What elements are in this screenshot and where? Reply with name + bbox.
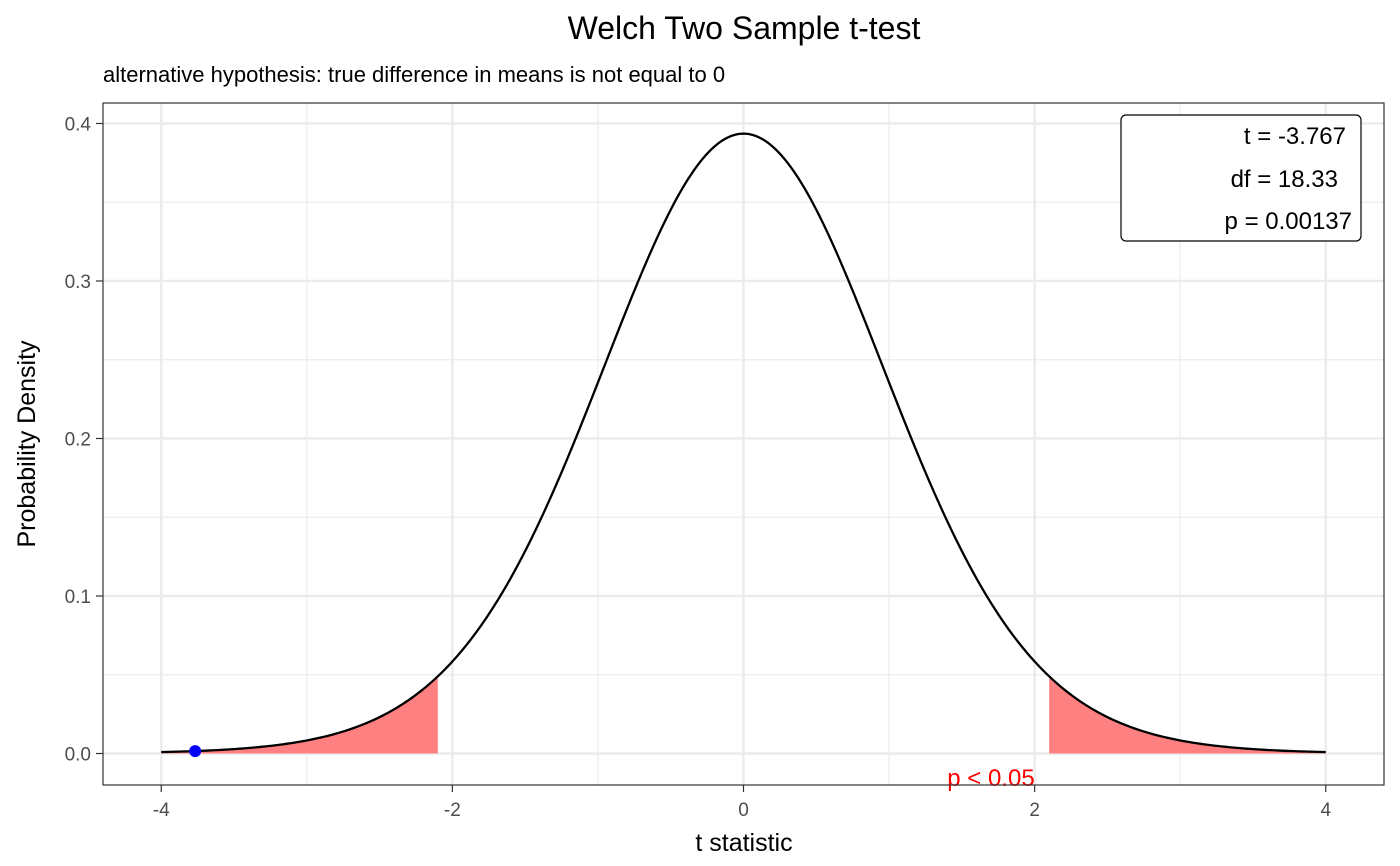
chart-subtitle: alternative hypothesis: true difference …: [103, 62, 725, 87]
y-tick-label: 0.3: [65, 272, 91, 293]
x-tick-label: 0: [738, 800, 749, 821]
rejection-region-upper: [1049, 676, 1326, 754]
y-tick-label: 0.1: [65, 587, 91, 608]
stats-p-value: p = 0.00137: [1225, 208, 1352, 235]
stats-df-value: df = 18.33: [1231, 166, 1338, 193]
stats-t-value: t = -3.767: [1244, 123, 1346, 150]
x-tick-label: 2: [1029, 800, 1040, 821]
observed-point-layer: [189, 745, 202, 758]
rejection-regions: [161, 676, 1326, 754]
x-axis-title: t statistic: [695, 829, 792, 857]
chart-title: Welch Two Sample t-test: [568, 10, 921, 46]
significance-annotation: p < 0.05: [947, 765, 1034, 792]
stats-box: t = -3.767 df = 18.33 p = 0.00137: [1120, 114, 1362, 242]
x-tick-label: -2: [444, 800, 461, 821]
major-gridlines: [103, 103, 1384, 785]
x-tick-label: 4: [1320, 800, 1331, 821]
observed-t-point: [189, 745, 202, 758]
x-axis: -4 -2 0 2 4: [153, 785, 1331, 821]
density-curve: [161, 132, 1326, 754]
y-axis-title: Probability Density: [13, 340, 41, 548]
stats-box-frame: [1120, 114, 1362, 242]
y-axis: 0.0 0.1 0.2 0.3 0.4: [65, 114, 103, 765]
rejection-region-lower: [161, 676, 438, 754]
y-tick-label: 0.0: [65, 744, 91, 765]
density-curve-layer: [161, 132, 1326, 754]
x-tick-label: -4: [153, 800, 170, 821]
y-tick-label: 0.2: [65, 429, 91, 450]
y-tick-label: 0.4: [65, 114, 92, 135]
